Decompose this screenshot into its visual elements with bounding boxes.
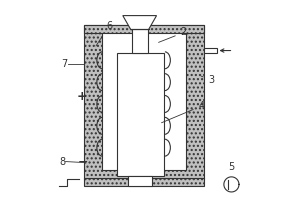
Bar xyxy=(204,48,217,53)
Text: 2: 2 xyxy=(158,27,187,42)
Text: 3: 3 xyxy=(201,75,214,85)
Text: 6: 6 xyxy=(96,21,112,46)
Text: 7: 7 xyxy=(61,59,68,69)
Text: 5: 5 xyxy=(228,162,235,172)
Text: −: − xyxy=(77,156,88,169)
Polygon shape xyxy=(123,16,157,29)
Bar xyxy=(102,30,186,170)
Bar xyxy=(85,25,204,33)
Bar xyxy=(128,176,152,186)
Bar xyxy=(85,25,204,179)
Bar xyxy=(132,29,148,53)
Text: 8: 8 xyxy=(59,157,66,167)
Text: +: + xyxy=(76,90,87,103)
Text: 4: 4 xyxy=(161,101,205,123)
Bar xyxy=(117,53,164,176)
Bar xyxy=(85,178,204,186)
